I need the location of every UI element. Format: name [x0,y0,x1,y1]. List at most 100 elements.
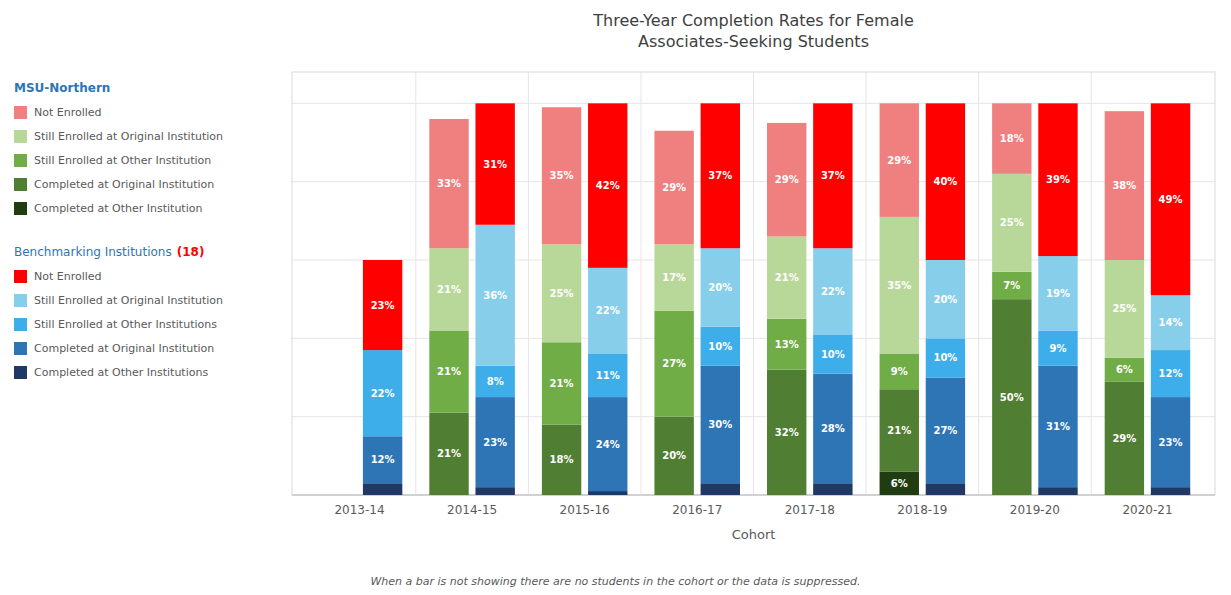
bar-segment [588,354,627,397]
bar-segment [429,248,468,330]
group-separator [640,72,641,495]
bar-segment [542,342,581,424]
bar-segment [767,319,806,370]
bar-segment [926,483,965,495]
title-line: Three-Year Completion Rates for Female [592,11,913,30]
legend-swatch [14,202,27,215]
bar-segment [363,260,402,350]
bar-segment [1105,111,1144,260]
x-tick-label: 2019-20 [1010,503,1060,517]
bar-segment [542,425,581,496]
legend-header: MSU-Northern [14,81,110,95]
legend-header-name: Benchmarking Institutions [14,245,172,259]
data-label: 32% [775,427,799,438]
legend-label: Still Enrolled at Other Institutions [34,318,217,331]
bar-segment [992,272,1031,299]
bar-segment [317,495,356,496]
legend-header-name: MSU-Northern [14,81,110,95]
data-label: 31% [1046,421,1070,432]
x-tick-label: 2013-14 [334,503,384,517]
bar-segment [475,487,514,495]
bar-segment [317,495,356,496]
data-label: 20% [933,294,957,305]
data-label: 50% [1000,392,1024,403]
data-label: 29% [662,182,686,193]
data-label: 21% [437,284,461,295]
chart: 6%21%18%20%32%21%50%29%21%21%27%13%9%7%6… [0,0,1231,595]
footnote: When a bar is not showing there are no s… [370,575,860,588]
data-label: 19% [1046,288,1070,299]
bar-segment [1105,260,1144,358]
bar-segment [813,374,852,484]
data-label: 6% [891,478,908,489]
legend-swatch [14,318,27,331]
bar-segment [701,103,740,248]
data-label: 29% [775,174,799,185]
legend: MSU-Northern Not Enrolled Still Enrolled a… [14,81,223,379]
data-label: 20% [662,450,686,461]
data-label: 37% [708,170,732,181]
data-label: 29% [887,155,911,166]
bar-segment [588,491,627,495]
bar-segment [701,483,740,495]
legend-swatch [14,106,27,119]
bar-segment [317,495,356,496]
data-label: 25% [1112,303,1136,314]
bar-segment [475,366,514,397]
bar-segment [813,334,852,373]
bar-segment [926,103,965,260]
group-separator [528,72,529,495]
data-label: 6% [1116,364,1133,375]
bar-segment [429,331,468,413]
bar-segment [767,237,806,319]
bar-segment [880,389,919,471]
legend-swatch [14,294,27,307]
data-label: 40% [933,176,957,187]
bar-segment [475,397,514,487]
bar-segment [1038,256,1077,330]
x-tick-label: 2015-16 [560,503,610,517]
title-line: Associates-Seeking Students [638,32,869,51]
legend-label: Completed at Original Institution [34,342,214,355]
legend-swatch [14,270,27,283]
bar-segment [1151,397,1190,487]
data-label: 12% [1159,368,1183,379]
bar-segment [588,268,627,354]
data-label: 23% [371,300,395,311]
bar-segment [992,103,1031,174]
data-label: 33% [437,178,461,189]
data-label: 20% [708,282,732,293]
legend-label: Completed at Other Institution [34,202,202,215]
data-label: 35% [550,170,574,181]
bar-segment [475,225,514,366]
data-label: 36% [483,290,507,301]
data-label: 10% [708,341,732,352]
bar-segment [588,103,627,268]
bar-segment [363,350,402,436]
bar-segment [926,338,965,377]
x-tick-label: 2020-21 [1122,503,1172,517]
legend-swatch [14,178,27,191]
bar-segment [363,436,402,483]
data-label: 30% [708,419,732,430]
legend-swatch [14,366,27,379]
group-separator [753,72,754,495]
bar-segment [701,366,740,484]
bars [363,103,1190,495]
data-label: 27% [662,358,686,369]
data-label: 24% [596,439,620,450]
bar-segment [1151,487,1190,495]
legend-label: Not Enrolled [34,106,102,119]
data-label: 42% [596,180,620,191]
data-label: 38% [1112,180,1136,191]
data-label: 21% [550,378,574,389]
legend-label: Still Enrolled at Other Institution [34,154,211,167]
bar-segment [429,119,468,248]
data-label: 29% [1112,433,1136,444]
data-label: 14% [1159,317,1183,328]
group-separator [978,72,979,495]
bar-segment [926,260,965,338]
x-tick-label: 2017-18 [785,503,835,517]
bar-segment [880,472,919,496]
bar-segment [767,123,806,237]
